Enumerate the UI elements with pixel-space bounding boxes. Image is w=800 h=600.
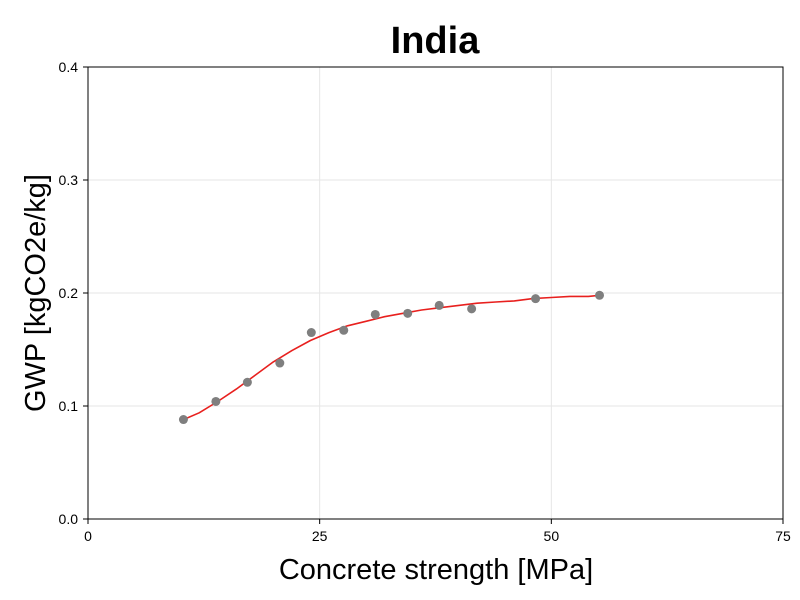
y-tick-label: 0.4 <box>59 59 79 75</box>
axis-ticks: 0 25 50 75 0.0 0.1 0.2 0.3 0.4 <box>59 59 791 544</box>
data-point <box>370 309 380 319</box>
data-point <box>531 294 541 304</box>
data-point <box>595 290 605 300</box>
data-point <box>467 304 477 314</box>
data-point <box>434 300 444 310</box>
data-point <box>242 377 252 387</box>
y-axis-label: GWP [kgCO2e/kg] <box>20 174 52 412</box>
x-tick-label: 25 <box>312 528 328 544</box>
y-tick-label: 0.1 <box>59 398 79 414</box>
grid-lines <box>87 66 784 520</box>
y-tick-label: 0.0 <box>59 511 79 527</box>
fit-curve <box>183 294 600 421</box>
y-tick-label: 0.2 <box>59 285 79 301</box>
data-point <box>306 328 316 338</box>
fit-curve-layer <box>183 294 600 421</box>
data-point <box>339 325 349 335</box>
x-axis-label: Concrete strength [MPa] <box>279 554 593 586</box>
data-point <box>403 308 413 318</box>
x-tick-label: 75 <box>775 528 791 544</box>
chart-title: India <box>391 20 481 62</box>
x-tick-label: 50 <box>544 528 560 544</box>
data-point <box>178 415 188 425</box>
scatter-points <box>178 290 605 425</box>
data-point <box>211 396 221 406</box>
y-tick-label: 0.3 <box>59 172 79 188</box>
data-point <box>275 358 285 368</box>
x-tick-label: 0 <box>84 528 92 544</box>
